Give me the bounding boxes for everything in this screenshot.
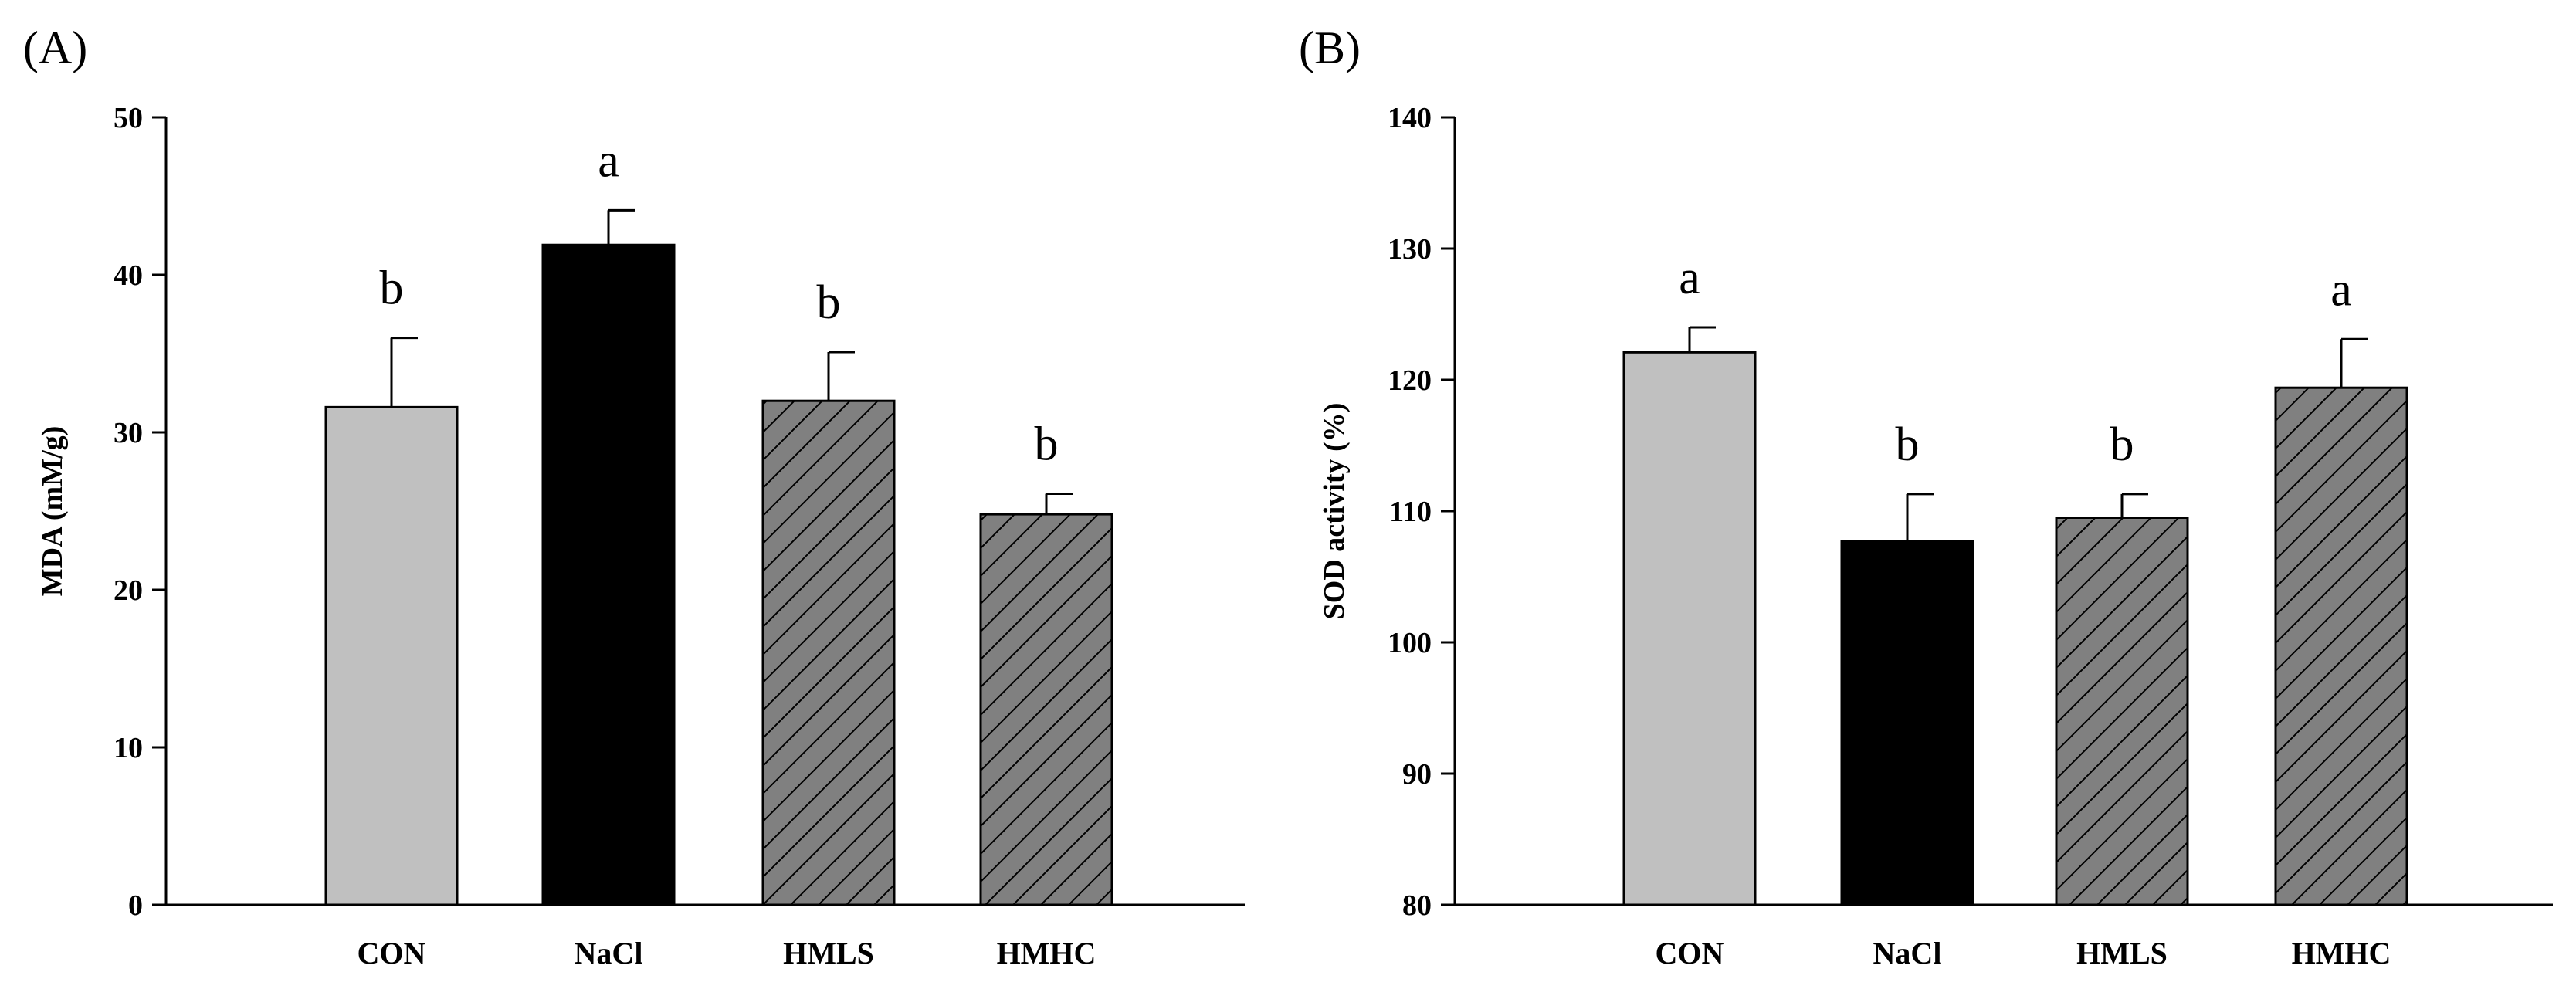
y-tick-label: 40 bbox=[114, 259, 143, 292]
x-category-label: HMHC bbox=[997, 936, 1096, 970]
x-category-label: HMLS bbox=[783, 936, 874, 970]
significance-label: a bbox=[598, 134, 619, 187]
x-category-label: CON bbox=[358, 936, 426, 970]
y-tick-label: 130 bbox=[1388, 233, 1432, 266]
y-tick-label: 100 bbox=[1388, 627, 1432, 659]
y-tick-label: 20 bbox=[114, 574, 143, 607]
bar-nacl bbox=[1840, 540, 1974, 906]
bar-hmhc bbox=[979, 513, 1113, 906]
bar-hmhc bbox=[2274, 386, 2408, 906]
x-category-label: HMHC bbox=[2292, 936, 2391, 970]
bar-hmls bbox=[761, 399, 896, 906]
significance-label: b bbox=[2110, 418, 2134, 471]
x-category-label: NaCl bbox=[1873, 936, 1942, 970]
x-category-label: NaCl bbox=[575, 936, 643, 970]
bar-con bbox=[1622, 351, 1757, 906]
y-tick-label: 10 bbox=[114, 732, 143, 764]
significance-label: b bbox=[1035, 418, 1059, 471]
bar-hmls bbox=[2055, 517, 2189, 906]
panel-label-a: (A) bbox=[23, 22, 87, 73]
chart-panel-a: (A) MDA (mM/g) 0 10 20 30 40 50 b CON a NaCl b HMLS… bbox=[23, 22, 1245, 970]
x-category-label: CON bbox=[1656, 936, 1724, 970]
y-tick-label: 50 bbox=[114, 102, 143, 134]
y-axis-title-a: MDA (mM/g) bbox=[36, 426, 69, 597]
x-category-label: HMLS bbox=[2076, 936, 2168, 970]
y-tick-label: 110 bbox=[1389, 496, 1432, 528]
y-tick-label: 140 bbox=[1388, 102, 1432, 134]
significance-label: a bbox=[1679, 252, 1700, 304]
y-tick-label: 90 bbox=[1402, 758, 1432, 791]
bar-nacl bbox=[541, 243, 676, 906]
y-tick-label: 30 bbox=[114, 417, 143, 449]
chart-panel-b: (B) SOD activity (%) 80 90 100 110 120 130 140… bbox=[1299, 22, 2553, 970]
significance-label: b bbox=[1896, 418, 1920, 471]
y-tick-label: 80 bbox=[1402, 889, 1432, 922]
y-tick-label: 0 bbox=[128, 889, 143, 922]
significance-label: a bbox=[2330, 263, 2352, 316]
y-axis-title-b: SOD activity (%) bbox=[1318, 403, 1351, 620]
panel-label-b: (B) bbox=[1299, 22, 1361, 73]
bar-con bbox=[324, 405, 459, 906]
significance-label: b bbox=[817, 276, 841, 329]
significance-label: b bbox=[380, 262, 404, 315]
y-tick-label: 120 bbox=[1388, 364, 1432, 397]
